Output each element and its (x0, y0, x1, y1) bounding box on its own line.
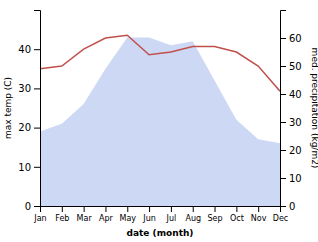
tick: Mar (77, 206, 93, 223)
x-axis: Jan Feb Mar Apr May Jun Jul Aug Sep Oct Nov Dec (33, 206, 288, 223)
tick-label: 0 (289, 201, 295, 212)
tick: 40 (18, 44, 40, 55)
tick-mark (236, 206, 237, 212)
tick: Apr (99, 206, 114, 223)
tick-label: Mar (77, 214, 93, 223)
tick: Oct (230, 206, 244, 223)
tick: 20 (18, 122, 40, 133)
tick-label: Aug (185, 214, 201, 223)
tick-label: Feb (55, 214, 69, 223)
tick: 40 (280, 89, 302, 100)
tick-mark (280, 94, 286, 95)
y-axis-title: max temp (C) (3, 77, 13, 139)
tick-label: Oct (230, 214, 244, 223)
tick-label: 30 (289, 117, 302, 128)
plot-area (40, 35, 280, 206)
y2-axis: 0 10 20 30 40 50 60 (280, 11, 302, 212)
chart-container: JanFebMarAprMayJunJulAugSepOctNovDec0102… (0, 0, 318, 242)
tick: Sep (208, 206, 223, 223)
chart-svg: JanFebMarAprMayJunJulAugSepOctNovDec0102… (0, 0, 318, 242)
tick-mark (34, 88, 40, 89)
tick: Jun (142, 206, 156, 223)
tick: 30 (280, 117, 302, 128)
tick: 0 (25, 201, 40, 212)
tick: 30 (18, 83, 40, 94)
tick-mark (34, 206, 40, 207)
tick-label: 10 (18, 162, 31, 173)
tick: Nov (251, 206, 267, 223)
tick-label: 20 (18, 122, 31, 133)
tick: 50 (280, 61, 302, 72)
tick: Jan (33, 206, 46, 223)
tick-mark (280, 122, 286, 123)
tick-label: Apr (99, 214, 114, 223)
tick-mark (258, 206, 259, 212)
tick: 0 (280, 201, 295, 212)
tick-label: 0 (25, 201, 31, 212)
area (40, 37, 280, 206)
tick-mark (215, 206, 216, 212)
tick-mark (34, 49, 40, 50)
tick-mark (280, 66, 286, 67)
tick-mark (62, 206, 63, 212)
tick: Dec (273, 206, 288, 223)
tick-label: Jul (166, 214, 177, 223)
tick: 10 (18, 162, 40, 173)
tick: 60 (280, 33, 302, 44)
tick-mark (34, 167, 40, 168)
tick-mark (280, 38, 286, 39)
tick-mark (105, 206, 106, 212)
axis-line (281, 11, 287, 207)
tick-mark (149, 206, 150, 212)
tick: Aug (185, 206, 201, 223)
tick-label: 10 (289, 173, 302, 184)
tick-label: 30 (18, 83, 31, 94)
tick-label: Nov (251, 214, 267, 223)
line (40, 35, 280, 91)
tick-label: 40 (18, 44, 31, 55)
y-axis: 0 10 20 30 40 (18, 11, 40, 212)
tick-mark (34, 128, 40, 129)
axis-line (34, 11, 41, 207)
x-axis-title: date (month) (127, 228, 194, 238)
tick-label: May (119, 214, 136, 223)
tick: 10 (280, 173, 302, 184)
tick: 20 (280, 145, 302, 156)
tick-mark (171, 206, 172, 212)
tick-mark (84, 206, 85, 212)
tick-label: Sep (208, 214, 223, 223)
tick-label: Jan (33, 214, 46, 223)
tick: May (119, 206, 136, 223)
tick-mark (280, 206, 286, 207)
axis-line (41, 207, 281, 213)
y2-axis-title: med. precipitation (kg/m2) (310, 48, 318, 169)
tick-label: Jun (142, 214, 156, 223)
tick-mark (127, 206, 128, 212)
tick: Jul (166, 206, 177, 223)
tick-label: 40 (289, 89, 302, 100)
tick: Feb (55, 206, 69, 223)
tick-label: 20 (289, 145, 302, 156)
tick-mark (280, 150, 286, 151)
tick-mark (280, 178, 286, 179)
tick-label: 50 (289, 61, 302, 72)
tick-mark (193, 206, 194, 212)
tick-label: 60 (289, 33, 302, 44)
tick-label: Dec (273, 214, 288, 223)
